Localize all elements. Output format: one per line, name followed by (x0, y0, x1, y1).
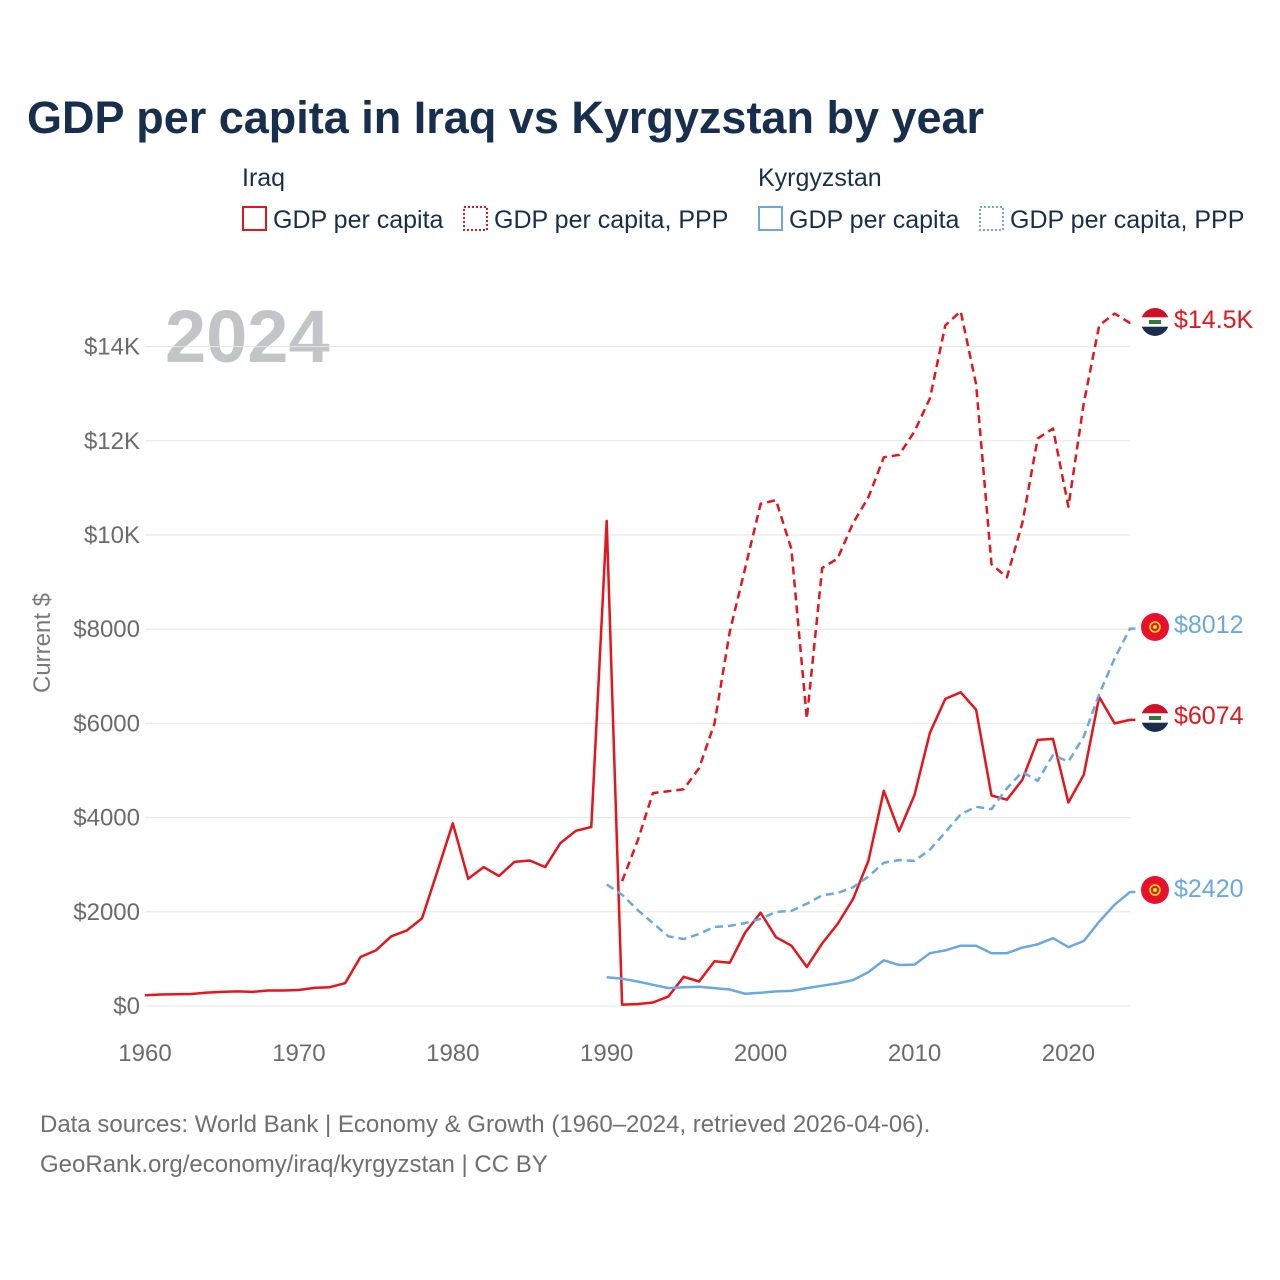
end-label-iraq-gdp: $6074 (1174, 702, 1244, 730)
x-tick-label: 2010 (888, 1040, 941, 1067)
iraq-flag-icon-ppp (1141, 308, 1169, 336)
y-axis-title: Current $ (29, 593, 56, 693)
end-label-kyrgyzstan-ppp: $8012 (1174, 611, 1244, 639)
y-tick-label: $8000 (73, 616, 140, 643)
y-tick-label: $0 (113, 993, 140, 1020)
x-tick-label: 1980 (426, 1040, 479, 1067)
y-tick-label: $2000 (73, 899, 140, 926)
iraq-flag-icon-gdp (1141, 704, 1169, 732)
series-line-kyrgyzstan-gdp-per-capita[interactable] (606, 890, 1136, 996)
chart-title: GDP per capita in Iraq vs Kyrgyzstan by … (27, 92, 984, 143)
legend-label-iraq-gdp[interactable]: GDP per capita (273, 206, 444, 234)
legend-label-iraq-ppp[interactable]: GDP per capita, PPP (494, 206, 728, 234)
legend: Iraq GDP per capita GDP per capita, PPP … (242, 164, 1244, 234)
x-tick-label: 1990 (580, 1040, 633, 1067)
x-tick-label: 1960 (118, 1040, 171, 1067)
legend-swatch-kyrgyzstan-gdp[interactable] (758, 206, 783, 231)
grid (145, 346, 1130, 1007)
legend-group-iraq: Iraq (242, 164, 285, 192)
kyrgyzstan-flag-icon-gdp (1141, 876, 1169, 904)
end-label-iraq-ppp: $14.5K (1174, 306, 1254, 334)
legend-swatch-iraq-ppp[interactable] (463, 206, 488, 231)
y-tick-label: $14K (84, 334, 140, 361)
y-tick-label: $4000 (73, 805, 140, 832)
series-line-kyrgyzstan-gdp-per-capita-ppp[interactable] (606, 627, 1136, 941)
legend-swatch-iraq-gdp[interactable] (242, 206, 267, 231)
series-line-iraq-gdp-per-capita-ppp[interactable] (620, 310, 1136, 882)
series-lines (144, 310, 1136, 1006)
source-line-1: Data sources: World Bank | Economy & Gro… (40, 1111, 930, 1138)
kyrgyzstan-flag-icon-ppp (1141, 613, 1169, 641)
x-tick-label: 2020 (1042, 1040, 1095, 1067)
y-tick-label: $10K (84, 522, 140, 549)
legend-label-kyrgyzstan-gdp[interactable]: GDP per capita (789, 206, 960, 234)
series-line-iraq-gdp-per-capita[interactable] (144, 519, 1136, 1006)
legend-group-kyrgyzstan: Kyrgyzstan (758, 164, 882, 192)
y-tick-label: $6000 (73, 710, 140, 737)
year-watermark: 2024 (165, 295, 330, 378)
end-label-kyrgyzstan-gdp: $2420 (1174, 875, 1244, 903)
y-tick-label: $12K (84, 428, 140, 455)
x-tick-label: 1970 (272, 1040, 325, 1067)
y-axis: $0 $2000 $4000 $6000 $8000 $10K $12K $14K (73, 334, 140, 1020)
x-tick-label: 2000 (734, 1040, 787, 1067)
source-line-2: GeoRank.org/economy/iraq/kyrgyzstan | CC… (40, 1151, 548, 1178)
legend-swatch-kyrgyzstan-ppp[interactable] (979, 206, 1004, 231)
legend-label-kyrgyzstan-ppp[interactable]: GDP per capita, PPP (1010, 206, 1244, 234)
end-markers (1141, 308, 1169, 904)
x-axis: 1960 1970 1980 1990 2000 2010 2020 (118, 1040, 1095, 1067)
